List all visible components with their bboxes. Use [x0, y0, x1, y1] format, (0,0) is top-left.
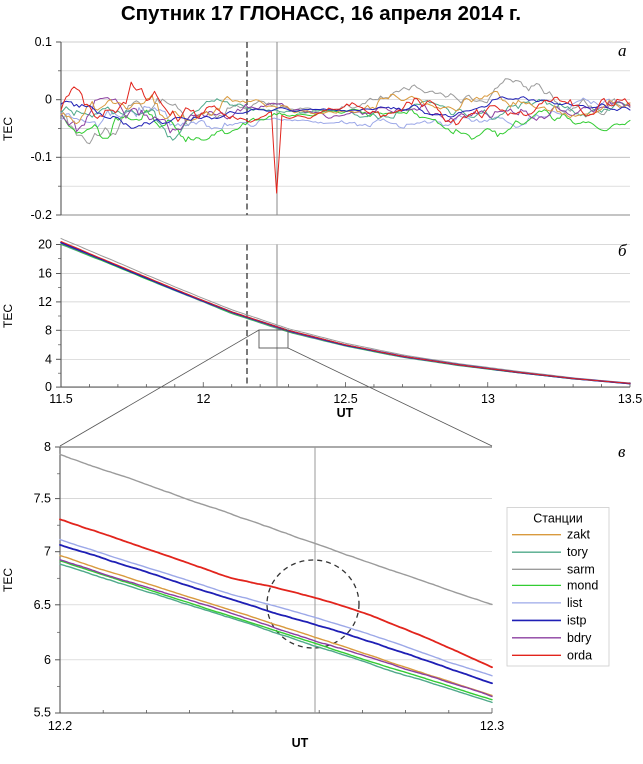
svg-text:12.5: 12.5 — [333, 392, 357, 406]
svg-text:13: 13 — [481, 392, 495, 406]
svg-text:bdry: bdry — [567, 631, 592, 645]
svg-text:12: 12 — [38, 295, 52, 309]
svg-text:12.3: 12.3 — [480, 719, 504, 733]
svg-text:-0.2: -0.2 — [30, 208, 52, 222]
svg-text:5.5: 5.5 — [34, 706, 51, 720]
svg-text:12.2: 12.2 — [48, 719, 72, 733]
svg-text:TEC: TEC — [1, 304, 15, 328]
svg-text:list: list — [567, 596, 583, 610]
svg-text:mond: mond — [567, 578, 598, 592]
svg-text:sarm: sarm — [567, 562, 595, 576]
svg-text:6.5: 6.5 — [34, 598, 51, 612]
svg-text:в: в — [618, 442, 626, 461]
svg-text:zakt: zakt — [567, 528, 590, 542]
svg-text:istp: istp — [567, 613, 587, 627]
svg-text:8: 8 — [45, 323, 52, 337]
svg-text:Станции: Станции — [533, 512, 583, 526]
svg-text:8: 8 — [44, 440, 51, 454]
svg-text:20: 20 — [38, 238, 52, 252]
svg-text:UT: UT — [292, 736, 309, 750]
svg-text:6: 6 — [44, 653, 51, 667]
svg-text:Спутник 17 ГЛОНАСС, 16 апреля: Спутник 17 ГЛОНАСС, 16 апреля 2014 г. — [121, 2, 521, 25]
svg-text:7: 7 — [44, 545, 51, 559]
svg-text:-0.1: -0.1 — [30, 150, 52, 164]
svg-text:13.5: 13.5 — [618, 392, 642, 406]
svg-text:12: 12 — [197, 392, 211, 406]
svg-text:orda: orda — [567, 648, 592, 662]
svg-text:0: 0 — [45, 93, 52, 107]
svg-text:0.1: 0.1 — [35, 35, 52, 49]
svg-text:a: a — [618, 41, 627, 60]
svg-text:16: 16 — [38, 267, 52, 281]
svg-text:б: б — [618, 241, 627, 260]
svg-text:7.5: 7.5 — [34, 492, 51, 506]
svg-text:4: 4 — [45, 352, 52, 366]
svg-text:tory: tory — [567, 545, 589, 559]
svg-text:TEC: TEC — [1, 568, 15, 592]
svg-text:11.5: 11.5 — [49, 392, 72, 406]
svg-text:TEC: TEC — [1, 117, 15, 141]
svg-text:UT: UT — [337, 406, 354, 420]
